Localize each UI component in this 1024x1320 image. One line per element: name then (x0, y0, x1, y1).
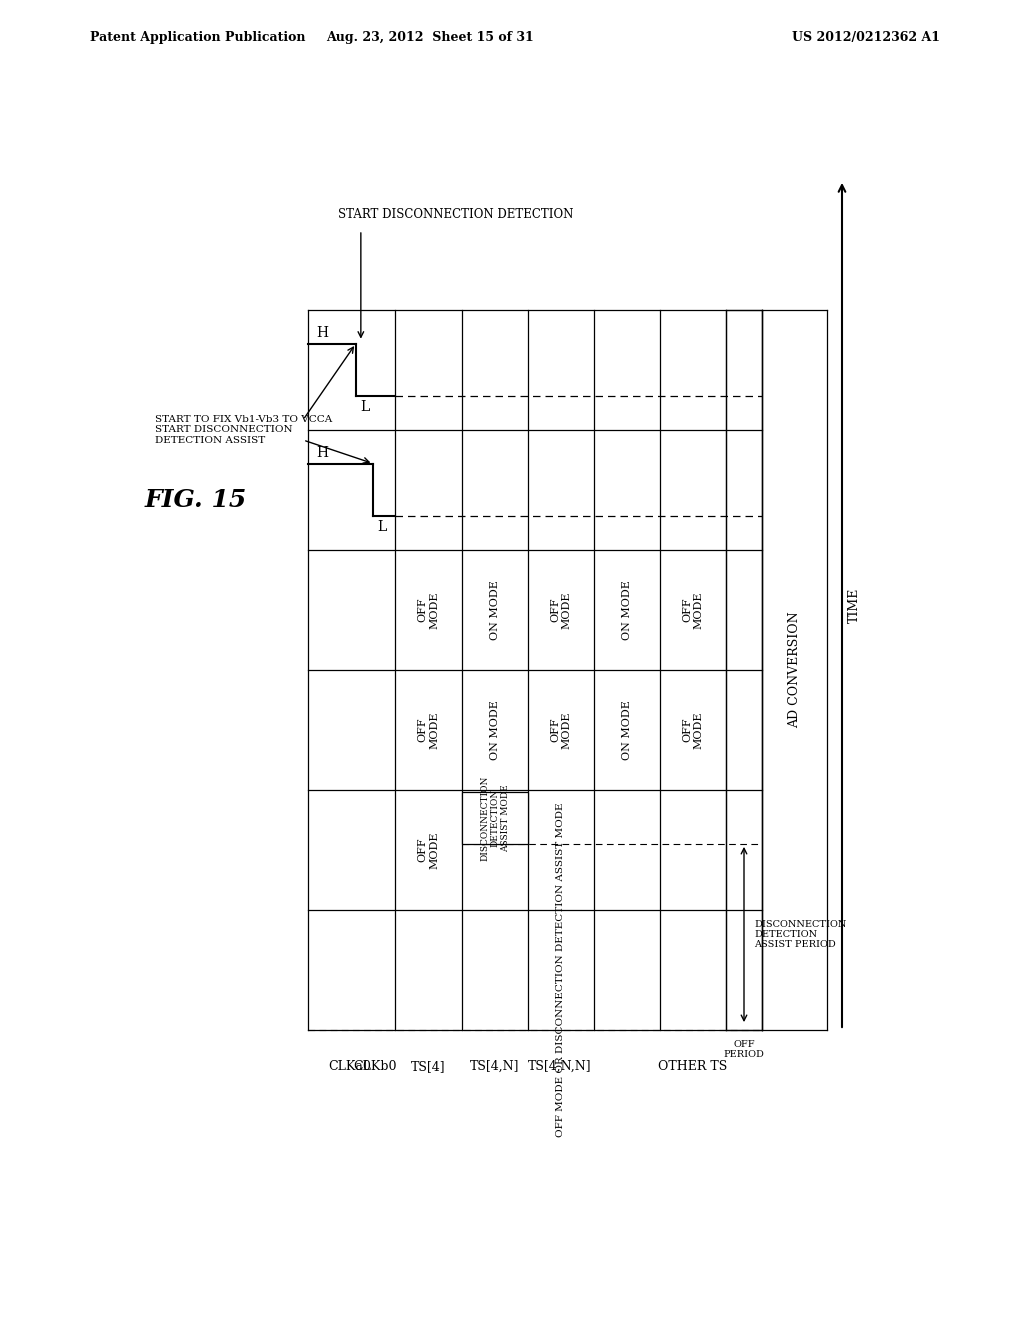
Text: START TO FIX Vb1-Vb3 TO VCCA
START DISCONNECTION
DETECTION ASSIST: START TO FIX Vb1-Vb3 TO VCCA START DISCO… (155, 414, 332, 445)
Text: OFF
MODE: OFF MODE (418, 832, 439, 869)
Text: OFF
MODE: OFF MODE (682, 711, 703, 748)
Text: Aug. 23, 2012  Sheet 15 of 31: Aug. 23, 2012 Sheet 15 of 31 (326, 30, 534, 44)
Text: OFF
MODE: OFF MODE (550, 591, 571, 628)
Text: TS[4,N]: TS[4,N] (470, 1060, 520, 1073)
Text: OFF
MODE: OFF MODE (550, 711, 571, 748)
Text: DISCONNECTION
DETECTION
ASSIST PERIOD: DISCONNECTION DETECTION ASSIST PERIOD (754, 920, 847, 949)
Text: OTHER TS: OTHER TS (658, 1060, 728, 1073)
Text: TS[4,N,N]: TS[4,N,N] (528, 1060, 592, 1073)
Text: ON MODE: ON MODE (490, 579, 500, 640)
Text: AD CONVERSION: AD CONVERSION (788, 611, 801, 729)
Text: OFF
MODE: OFF MODE (682, 591, 703, 628)
Text: OFF MODE OR DISCONNECTION DETECTION ASSIST MODE: OFF MODE OR DISCONNECTION DETECTION ASSI… (556, 803, 565, 1138)
Bar (462, 792, 528, 843)
Text: FIG. 15: FIG. 15 (145, 488, 247, 512)
Text: OFF
MODE: OFF MODE (418, 591, 439, 628)
Text: START DISCONNECTION DETECTION: START DISCONNECTION DETECTION (338, 209, 573, 222)
Text: H: H (316, 326, 328, 339)
Text: OFF
PERIOD: OFF PERIOD (724, 1040, 765, 1060)
Text: OFF
MODE: OFF MODE (418, 711, 439, 748)
Text: ON MODE: ON MODE (490, 700, 500, 760)
Text: L: L (377, 520, 386, 535)
Text: ON MODE: ON MODE (622, 579, 632, 640)
Text: H: H (316, 446, 328, 459)
Text: DISCONNECTION
DETECTION
ASSIST MODE: DISCONNECTION DETECTION ASSIST MODE (480, 775, 510, 861)
Text: CLKb0: CLKb0 (353, 1060, 396, 1073)
Text: TS[4]: TS[4] (411, 1060, 445, 1073)
Text: ON MODE: ON MODE (622, 700, 632, 760)
Text: CLKa0: CLKa0 (329, 1060, 372, 1073)
Text: L: L (359, 400, 369, 414)
Text: TIME: TIME (848, 587, 861, 623)
Text: Patent Application Publication: Patent Application Publication (90, 30, 305, 44)
Text: US 2012/0212362 A1: US 2012/0212362 A1 (792, 30, 940, 44)
